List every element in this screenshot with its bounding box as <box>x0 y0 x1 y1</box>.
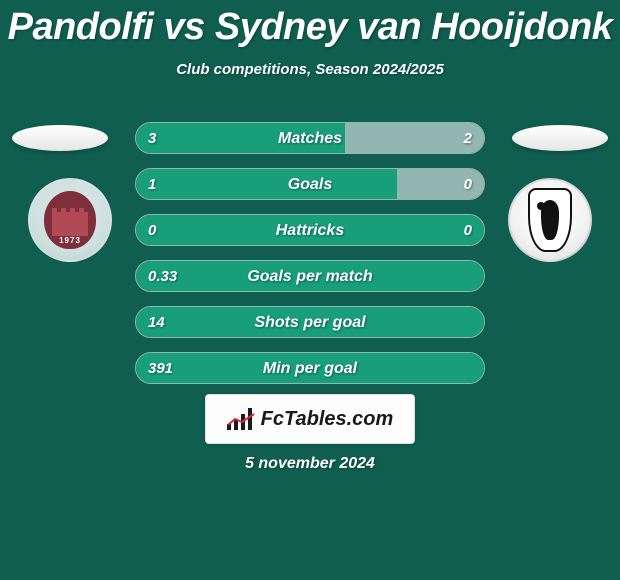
stat-label: Goals per match <box>136 261 484 293</box>
stat-value-left: 1 <box>148 169 156 201</box>
stat-row: Matches3 2 <box>135 122 485 154</box>
stat-label: Shots per goal <box>136 307 484 339</box>
stat-row: Goals per match0.33 <box>135 260 485 292</box>
watermark-badge: FcTables.com <box>205 394 415 444</box>
club-badge-left: 1973 <box>28 178 112 262</box>
trend-line-icon <box>227 413 255 427</box>
seahorse-icon <box>541 200 559 240</box>
page-title: Pandolfi vs Sydney van Hooijdonk <box>0 0 620 49</box>
player-left-silhouette <box>12 125 108 151</box>
club-badge-left-shield: 1973 <box>44 191 96 249</box>
stat-value-right: 2 <box>464 123 472 155</box>
subtitle: Club competitions, Season 2024/2025 <box>0 61 620 78</box>
club-badge-right-shield <box>528 188 572 252</box>
stat-label: Min per goal <box>136 353 484 385</box>
stat-row: Goals1 0 <box>135 168 485 200</box>
stat-value-left: 0 <box>148 215 156 247</box>
stat-value-left: 3 <box>148 123 156 155</box>
stats-bars: Matches32Goals10Hattricks00Goals per mat… <box>135 122 485 398</box>
watermark-text: FcTables.com <box>261 408 394 431</box>
stat-row: Hattricks0 0 <box>135 214 485 246</box>
stat-label: Matches <box>136 123 484 155</box>
stat-label: Hattricks <box>136 215 484 247</box>
stat-value-left: 0.33 <box>148 261 177 293</box>
stat-row: Shots per goal14 <box>135 306 485 338</box>
stat-value-left: 14 <box>148 307 165 339</box>
stat-label: Goals <box>136 169 484 201</box>
badge-year-left: 1973 <box>59 236 81 245</box>
infographic-root: Pandolfi vs Sydney van Hooijdonk Club co… <box>0 0 620 580</box>
stat-value-left: 391 <box>148 353 173 385</box>
player-right-silhouette <box>512 125 608 151</box>
date-label: 5 november 2024 <box>0 455 620 473</box>
castle-icon <box>52 212 88 236</box>
bar-chart-icon <box>227 408 255 430</box>
stat-value-right: 0 <box>464 215 472 247</box>
club-badge-right <box>508 178 592 262</box>
stat-value-right: 0 <box>464 169 472 201</box>
stat-row: Min per goal391 <box>135 352 485 384</box>
